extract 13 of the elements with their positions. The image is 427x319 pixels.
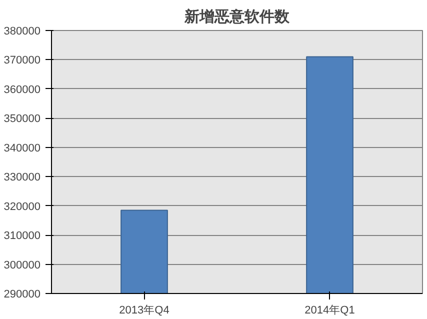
x-tick-label: 2014年Q1 [304,304,355,316]
y-tick-label: 330000 [4,172,41,184]
y-tick-label: 370000 [4,54,41,67]
y-tick-label: 360000 [4,84,41,96]
chart-title: 新增恶意软件数 [184,8,290,26]
y-tick-label: 350000 [4,113,41,126]
y-tick-label: 310000 [4,230,41,242]
y-tick-label: 320000 [4,200,41,213]
x-tick-label: 2013年Q4 [119,304,170,316]
y-tick-label: 340000 [4,142,41,154]
y-tick-label: 290000 [4,288,41,300]
y-tick-label: 380000 [4,26,41,38]
y-tick-label: 300000 [4,259,41,272]
